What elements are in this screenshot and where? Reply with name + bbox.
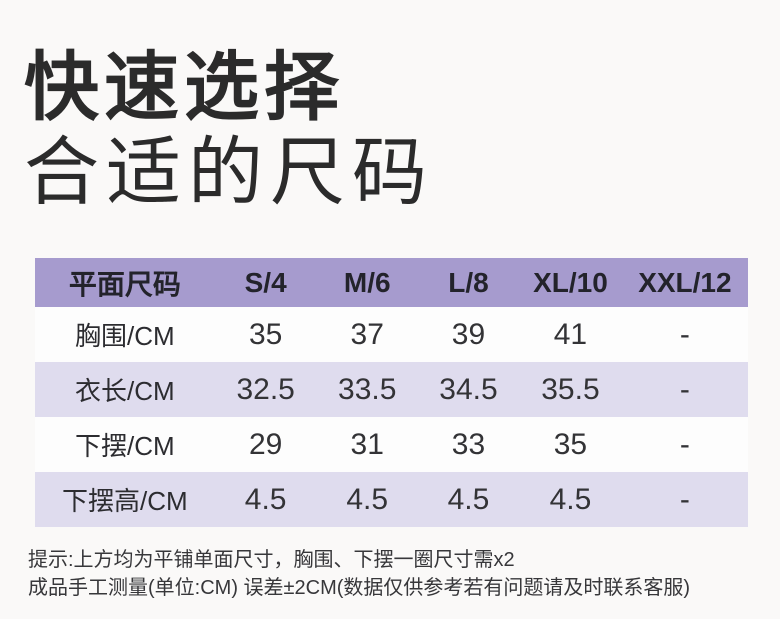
page-title-line-1: 快速选择 xyxy=(24,45,345,129)
cell-chest-m: 37 xyxy=(350,317,384,351)
size-chart-body: 胸围/CM 35 37 39 41 - 衣长/CM 32.5 33.5 34.5… xyxy=(35,307,748,527)
header-row: 平面尺码 S/4 M/6 L/8 XL/10 XXL/12 xyxy=(35,258,748,307)
column-header-m6: M/6 xyxy=(343,266,391,298)
table-row-hem: 下摆/CM 29 31 33 35 - xyxy=(35,417,748,472)
row-label-hem-height: 下摆高/CM xyxy=(62,486,188,516)
cell-hem-m: 31 xyxy=(350,427,384,461)
cell-hem-xxl: - xyxy=(679,427,690,461)
cell-length-xl: 35.5 xyxy=(541,372,600,406)
cell-hem-height-s: 4.5 xyxy=(244,482,287,516)
cell-chest-xl: 41 xyxy=(553,317,588,351)
note-line-1: 提示:上方均为平铺单面尺寸，胸围、下摆一圈尺寸需x2 xyxy=(28,549,515,571)
row-label-chest: 胸围/CM xyxy=(75,321,175,351)
table-row-length: 衣长/CM 32.5 33.5 34.5 35.5 - xyxy=(35,362,748,417)
cell-hem-s: 29 xyxy=(248,427,283,461)
cell-length-s: 32.5 xyxy=(236,372,295,406)
cell-hem-height-xl: 4.5 xyxy=(549,482,592,516)
column-header-l8: L/8 xyxy=(448,266,489,298)
page-title: 快速选择 合适的尺码 xyxy=(24,44,434,214)
table-row-chest: 胸围/CM 35 37 39 41 - xyxy=(35,307,748,362)
cell-chest-xxl: - xyxy=(679,317,690,351)
cell-length-xxl: - xyxy=(679,372,690,406)
column-header-xl10: XL/10 xyxy=(533,266,608,298)
cell-hem-height-m: 4.5 xyxy=(346,482,389,516)
table-row-hem-height: 下摆高/CM 4.5 4.5 4.5 4.5 - xyxy=(35,472,748,527)
cell-hem-height-l: 4.5 xyxy=(447,482,490,516)
measurement-notes: 提示:上方均为平铺单面尺寸，胸围、下摆一圈尺寸需x2 成品手工测量(单位:CM)… xyxy=(28,546,690,602)
cell-length-m: 33.5 xyxy=(338,372,397,406)
cell-chest-s: 35 xyxy=(248,317,283,351)
size-chart-header: 平面尺码 S/4 M/6 L/8 XL/10 XXL/12 xyxy=(35,258,748,307)
cell-hem-height-xxl: - xyxy=(679,482,690,516)
column-header-xxl12: XXL/12 xyxy=(638,266,732,298)
row-label-length: 衣长/CM xyxy=(75,376,175,406)
row-label-hem: 下摆/CM xyxy=(75,431,175,461)
page-title-line-2: 合适的尺码 xyxy=(24,130,435,214)
cell-hem-l: 33 xyxy=(451,427,486,461)
cell-chest-l: 39 xyxy=(451,317,486,351)
cell-length-l: 34.5 xyxy=(439,372,498,406)
cell-hem-xl: 35 xyxy=(553,427,588,461)
size-chart-table: 平面尺码 S/4 M/6 L/8 XL/10 XXL/12 胸围/CM 35 3… xyxy=(35,258,748,527)
column-header-flat-size: 平面尺码 xyxy=(68,268,181,300)
note-line-2: 成品手工测量(单位:CM) 误差±2CM(数据仅供参考若有问题请及时联系客服) xyxy=(28,577,691,599)
column-header-s4: S/4 xyxy=(244,266,287,298)
